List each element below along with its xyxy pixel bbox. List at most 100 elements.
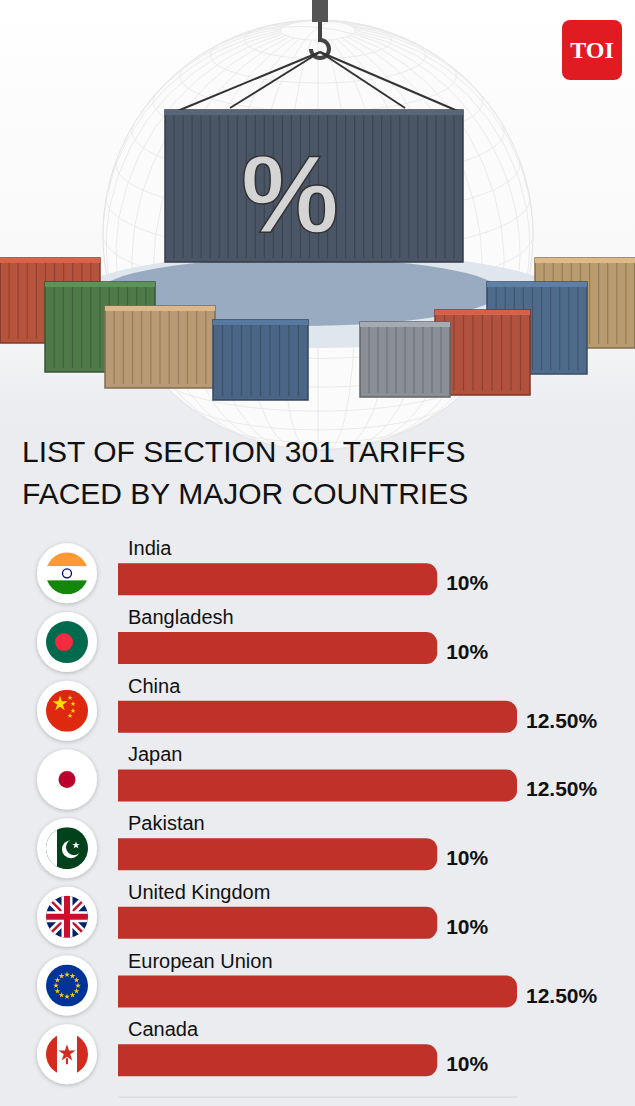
container-ridge — [435, 114, 436, 258]
container-ridge — [431, 326, 432, 393]
flag-part — [46, 552, 88, 566]
container-ridge — [288, 324, 289, 396]
container-ridge — [589, 262, 590, 344]
container-ridge — [219, 114, 220, 258]
container-ridge — [381, 114, 382, 258]
bar — [118, 769, 517, 801]
container-ridge — [187, 310, 188, 384]
container-ridge — [444, 114, 445, 258]
container-ridge — [231, 324, 232, 396]
container-rim — [360, 322, 450, 327]
data-label: 10% — [446, 1052, 488, 1075]
container-ridge — [510, 314, 511, 391]
container-symbol: % — [241, 132, 339, 255]
flag — [46, 965, 88, 1007]
bar — [118, 632, 437, 664]
container — [360, 322, 450, 397]
data-label: 10% — [446, 640, 488, 663]
data-label: 12.50% — [526, 709, 598, 732]
container-ridge — [228, 114, 229, 258]
container-ridge — [159, 310, 160, 384]
flag-part — [46, 1033, 57, 1075]
container-ridge — [482, 314, 483, 391]
flag-part — [46, 566, 88, 580]
container-ridge — [413, 326, 414, 393]
category-label: China — [128, 675, 181, 697]
container-rim — [535, 258, 635, 263]
flag — [46, 690, 88, 732]
flag-part — [66, 1058, 68, 1064]
logo: TOI — [562, 20, 622, 80]
flag-badge — [37, 1024, 97, 1084]
flag — [46, 758, 88, 800]
container-ridge — [99, 286, 100, 368]
container-ridge — [222, 324, 223, 396]
cable — [320, 52, 405, 108]
container — [213, 320, 308, 400]
category-label: Bangladesh — [128, 606, 234, 628]
flag-star — [72, 841, 80, 848]
bar — [118, 907, 437, 939]
container-rim — [105, 306, 215, 311]
container-rim — [487, 282, 587, 287]
container-ridge — [210, 114, 211, 258]
container-ridge — [377, 326, 378, 393]
category-labels: IndiaBangladeshChinaJapanPakistanUnited … — [128, 537, 273, 1040]
container-ridge — [598, 262, 599, 344]
container-ridge — [8, 262, 9, 339]
container-ridge — [616, 262, 617, 344]
container-ridge — [260, 324, 261, 396]
container-rim — [213, 320, 308, 325]
container-ridge — [191, 114, 192, 258]
bar — [118, 1044, 437, 1076]
cable — [230, 52, 320, 108]
flag-part — [46, 896, 88, 938]
bar — [118, 701, 517, 733]
container-ridge — [625, 262, 626, 344]
cable — [320, 52, 460, 112]
flag — [46, 552, 88, 594]
flag-badge — [37, 681, 97, 741]
container-ridge — [354, 114, 355, 258]
logo-text: TOI — [570, 37, 614, 63]
flag-star — [74, 977, 80, 982]
container-ridge — [72, 286, 73, 368]
axis-line — [119, 1097, 518, 1098]
flag-badge — [37, 543, 97, 603]
x-axis — [119, 1097, 518, 1098]
flag-star — [67, 695, 72, 700]
container-ridge — [440, 326, 441, 393]
data-label: 10% — [446, 915, 488, 938]
flag-part — [55, 633, 73, 651]
flag-star — [52, 696, 67, 710]
flag-badge — [37, 956, 97, 1016]
flag-star — [55, 988, 61, 993]
container-ridge — [298, 324, 299, 396]
container-ridge — [205, 310, 206, 384]
container-rim — [435, 310, 530, 315]
container-ridge — [399, 114, 400, 258]
data-label: 12.50% — [526, 984, 598, 1007]
bar — [118, 838, 437, 870]
flag-part — [63, 569, 72, 578]
flag-star — [55, 977, 61, 982]
container-ridge — [269, 324, 270, 396]
flags — [37, 543, 97, 1084]
container-ridge — [250, 324, 251, 396]
flag-star — [67, 713, 72, 718]
container-ridge — [178, 310, 179, 384]
flag-star — [70, 708, 75, 713]
container-ridge — [237, 114, 238, 258]
container-rim — [165, 110, 463, 115]
category-label: Japan — [128, 743, 183, 765]
data-label: 10% — [446, 571, 488, 594]
container-ridge — [390, 114, 391, 258]
flag-star — [59, 992, 65, 997]
container-ridge — [491, 314, 492, 391]
container-ridge — [463, 314, 464, 391]
background — [0, 0, 635, 1106]
container-ridge — [27, 262, 28, 339]
bar — [118, 976, 517, 1008]
container — [105, 306, 215, 388]
container-ridge — [404, 326, 405, 393]
